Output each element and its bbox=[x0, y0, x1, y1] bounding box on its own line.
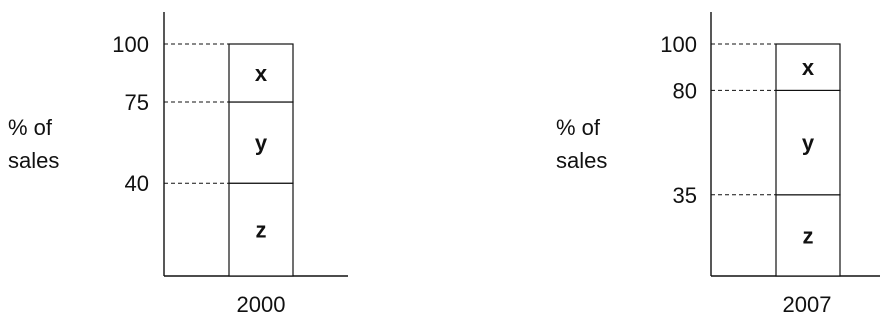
segment-label-y: y bbox=[255, 131, 268, 156]
y-tick-label: 100 bbox=[112, 32, 149, 57]
segment-label-y: y bbox=[802, 131, 815, 156]
segment-label-z: z bbox=[803, 223, 814, 248]
chart-panel-2007: % of sales 100 80 35 z y x 2007 bbox=[556, 12, 880, 317]
y-tick-label: 100 bbox=[660, 32, 697, 57]
y-tick-label: 75 bbox=[125, 90, 149, 115]
y-tick-label: 40 bbox=[125, 171, 149, 196]
chart-marks: 100 75 40 z y x bbox=[112, 32, 294, 277]
x-category-label: 2007 bbox=[783, 292, 832, 317]
segment-label-z: z bbox=[256, 218, 267, 243]
bar-segment-x bbox=[228, 43, 294, 103]
bar-segment-x bbox=[775, 43, 841, 92]
y-tick-label: 80 bbox=[673, 78, 697, 103]
y-axis-label-line-2: sales bbox=[8, 148, 59, 173]
segment-label-x: x bbox=[255, 61, 268, 86]
y-axis-label-line-1: % of bbox=[8, 115, 53, 140]
y-axis-label-line-2: sales bbox=[556, 148, 607, 173]
y-tick-label: 35 bbox=[673, 183, 697, 208]
y-axis-label-line-1: % of bbox=[556, 115, 601, 140]
bar-segment-y bbox=[775, 89, 841, 196]
chart-marks: 100 80 35 z y x bbox=[660, 32, 841, 277]
bar-segment-z bbox=[228, 182, 294, 277]
x-category-label: 2000 bbox=[237, 292, 286, 317]
segment-label-x: x bbox=[802, 55, 815, 80]
chart-panel-2000: % of sales 100 75 40 z y x 2000 bbox=[8, 12, 348, 317]
